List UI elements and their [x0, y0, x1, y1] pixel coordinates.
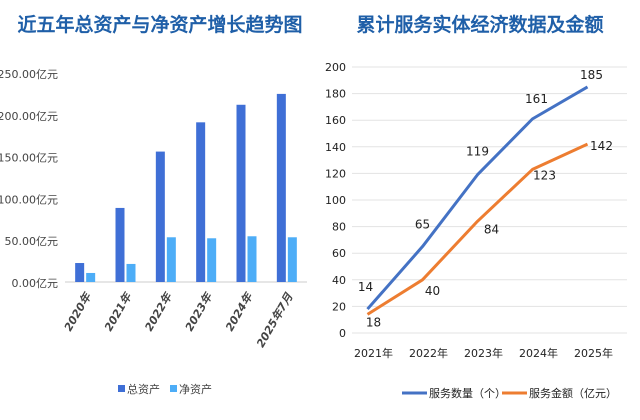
x-tick-label: 2024年	[519, 346, 558, 360]
bar-total-assets	[155, 151, 165, 282]
data-label: 142	[590, 139, 613, 153]
series-line-service-amount	[366, 142, 589, 316]
y-tick-label: 250.00亿元	[0, 68, 58, 81]
bar-net-assets	[287, 237, 297, 282]
y-tick-label: 60	[332, 247, 346, 260]
x-tick-label: 2025年7月	[254, 290, 296, 350]
bar-total-assets	[196, 122, 206, 282]
y-tick-label: 0	[339, 327, 346, 340]
bar-net-assets	[207, 238, 217, 282]
legend-swatch	[118, 385, 125, 392]
y-tick-label: 120	[325, 167, 346, 180]
legend-swatch	[170, 385, 177, 392]
y-tick-label: 150.00亿元	[0, 152, 58, 165]
legend-label: 净资产	[179, 382, 212, 396]
data-label: 18	[366, 315, 381, 329]
data-label: 65	[415, 218, 430, 232]
bar-total-assets	[115, 207, 125, 282]
bar-net-assets	[86, 272, 96, 282]
y-tick-label: 0.00亿元	[12, 277, 59, 290]
y-tick-label: 180	[325, 88, 346, 101]
left-chart-title: 近五年总资产与净资产增长趋势图	[17, 14, 303, 36]
legend-label: 总资产	[127, 382, 160, 396]
right-chart-title: 累计服务实体经济数据及金额	[356, 14, 604, 36]
y-tick-label: 140	[325, 141, 346, 154]
bar-total-assets	[276, 93, 286, 283]
y-tick-label: 20	[332, 300, 346, 313]
y-tick-label: 100.00亿元	[0, 193, 58, 206]
x-tick-label: 2022年	[142, 289, 175, 333]
bar-total-assets	[75, 263, 85, 282]
bar-net-assets	[166, 237, 176, 282]
x-tick-label: 2021年	[354, 346, 393, 360]
bar-net-assets	[247, 236, 257, 282]
y-tick-label: 50.00亿元	[5, 235, 59, 248]
data-label: 14	[358, 280, 373, 294]
x-tick-label: 2022年	[409, 346, 448, 360]
y-tick-label: 160	[325, 114, 346, 127]
data-label: 119	[466, 145, 489, 159]
data-label: 123	[533, 168, 556, 182]
legend-label: 服务数量（个）	[429, 387, 506, 400]
y-tick-label: 100	[325, 194, 346, 207]
y-tick-label: 200.00亿元	[0, 110, 58, 123]
data-label: 185	[580, 68, 603, 82]
data-label: 40	[425, 284, 440, 298]
x-tick-label: 2023年	[183, 289, 216, 333]
x-tick-label: 2021年	[102, 289, 135, 333]
x-tick-label: 2023年	[464, 346, 503, 360]
x-tick-label: 2025年	[574, 346, 613, 360]
data-label: 161	[525, 92, 548, 106]
x-tick-label: 2020年	[62, 289, 95, 333]
y-tick-label: 200	[325, 61, 346, 74]
y-tick-label: 40	[332, 274, 346, 287]
legend-label: 服务金额（亿元）	[529, 386, 617, 400]
data-label: 84	[484, 222, 499, 236]
bar-net-assets	[126, 263, 136, 282]
series-line-service-count	[366, 85, 589, 311]
y-tick-label: 80	[332, 221, 346, 234]
x-tick-label: 2024年	[223, 289, 256, 333]
bar-total-assets	[236, 104, 246, 282]
